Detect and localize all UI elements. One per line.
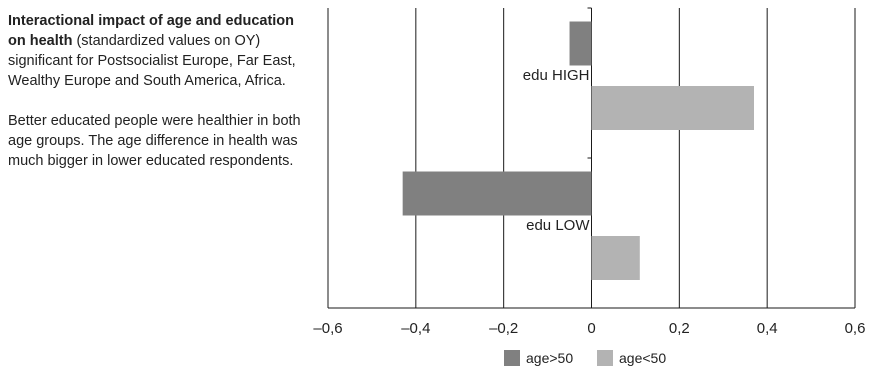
axes: –0,6 –0,4 –0,2 0 0,2 0,4 0,6 [313,7,866,337]
category-label: edu LOW [526,217,590,234]
legend-swatch [597,350,613,366]
description-note: Better educated people were healthier in… [8,113,301,169]
description-panel: Interactional impact of age and educatio… [8,11,308,191]
bar-agegt50-1 [402,171,592,216]
x-tick-label: –0,6 [313,320,342,337]
category-label: edu HIGH [523,67,590,84]
x-tick-label: –0,4 [401,320,430,337]
x-tick-label: 0 [587,320,595,337]
x-tick-label: 0,4 [757,320,778,337]
bar-agelt50-0 [591,86,754,130]
category-labels: edu HIGH edu LOW [523,67,591,234]
legend-swatch [504,350,520,366]
description-title-bold: Interactional impact of age and educatio… [8,13,295,49]
description-title: Interactional impact of age and educatio… [8,11,308,91]
bar-agegt50-0 [569,21,592,66]
x-tick-label: 0,2 [669,320,690,337]
x-tick-label: 0,6 [845,320,866,337]
legend-label: age<50 [619,350,666,366]
bars [402,21,754,280]
legend-label: age>50 [526,350,573,366]
x-tick-label: –0,2 [489,320,518,337]
bar-agelt50-1 [591,236,640,280]
description-title-rest: (standardized values on OY) significant … [8,33,296,89]
legend: age>50 age<50 [504,350,666,366]
